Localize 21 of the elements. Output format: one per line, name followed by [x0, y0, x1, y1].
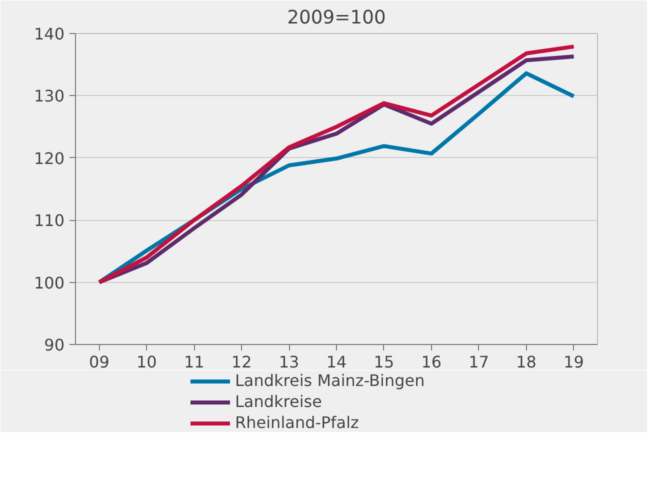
y-tick-label: 130	[34, 86, 65, 106]
y-tick-label: 90	[44, 336, 64, 354]
x-tick-label: 11	[184, 352, 204, 372]
x-tick-label: 09	[89, 352, 110, 372]
x-tick-label: 13	[278, 352, 300, 372]
chart-title: 2009=100	[287, 8, 386, 28]
x-tick-label: 12	[231, 352, 252, 372]
y-tick-label: 140	[34, 24, 65, 44]
x-tick-label: 16	[421, 352, 442, 372]
x-tick-label: 18	[516, 352, 536, 372]
y-tick-label: 120	[34, 148, 65, 168]
y-tick-label: 110	[34, 211, 65, 230]
legend-label: Landkreise	[235, 392, 322, 411]
y-tick-label: 100	[34, 273, 65, 292]
legend-label: Rheinland-Pfalz	[235, 413, 359, 432]
x-tick-label: 15	[374, 352, 394, 372]
x-tick-label: 10	[136, 352, 157, 372]
legend-label: Landkreis Mainz-Bingen	[235, 371, 425, 390]
x-tick-label: 14	[326, 352, 347, 372]
x-tick-label: 19	[564, 352, 584, 372]
x-tick-label: 17	[468, 352, 490, 372]
